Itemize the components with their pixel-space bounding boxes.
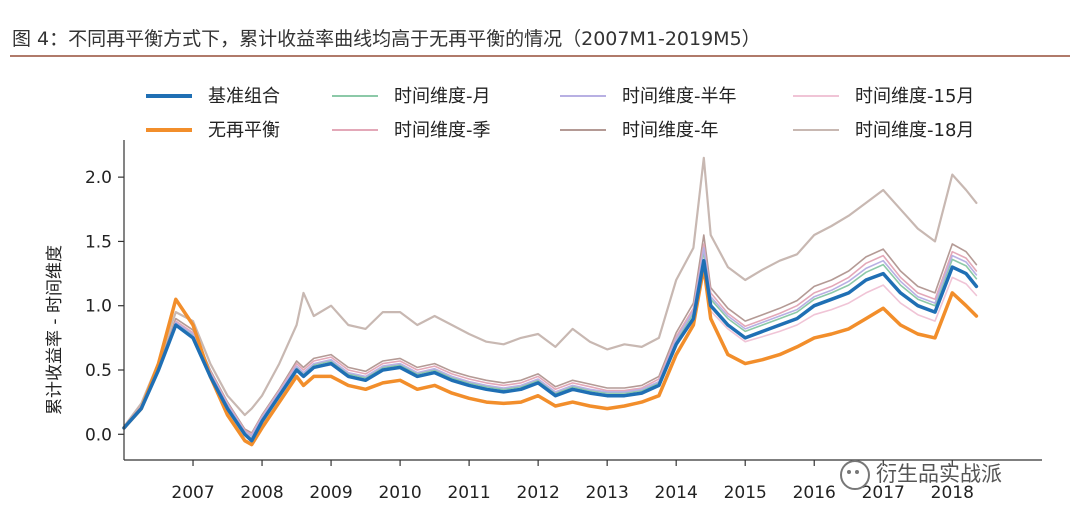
x-tick-label: 2016 [793, 483, 836, 503]
x-tick-label: 2012 [517, 483, 560, 503]
series-line-1 [122, 265, 979, 447]
x-tick-label: 2008 [240, 483, 283, 503]
series-line-0 [122, 258, 979, 443]
x-tick-label: 2011 [447, 483, 490, 503]
series-line-7 [122, 156, 978, 428]
x-tick-label: 2014 [655, 483, 698, 503]
legend-label: 时间维度-季 [394, 120, 491, 141]
y-tick-label: 0.0 [85, 425, 112, 445]
page-title: 图 4：不同再平衡方式下，累计收益率曲线均高于无再平衡的情况（2007M1-20… [12, 28, 761, 50]
legend-label: 时间维度-18月 [855, 120, 974, 141]
x-tick-label: 2013 [586, 483, 629, 503]
legend-label: 基准组合 [208, 86, 280, 107]
x-tick-label: 2009 [309, 483, 352, 503]
title-divider [10, 55, 1070, 57]
legend-label: 时间维度-半年 [622, 86, 737, 107]
legend-label: 时间维度-月 [394, 86, 491, 107]
legend-label: 时间维度-15月 [855, 86, 974, 107]
y-axis-label: 累计收益率 - 时间维度 [45, 245, 65, 415]
legend-label: 时间维度-年 [622, 120, 719, 141]
wechat-icon [840, 460, 870, 490]
y-tick-label: 1.5 [85, 232, 112, 252]
x-tick-label: 2015 [724, 483, 767, 503]
watermark: 衍生品实战派 [840, 458, 1002, 490]
axes: 0.0 0.5 1.0 1.5 2.0 2007 2008 2009 2010 2011 2012 2… [85, 140, 1042, 503]
y-tick-label: 2.0 [85, 168, 112, 188]
series-line-4 [123, 247, 978, 437]
x-tick-label: 2018 [931, 483, 974, 503]
legend-label: 无再平衡 [208, 120, 280, 141]
series-line-3 [123, 243, 978, 436]
plot-area [122, 156, 979, 447]
x-tick-label: 2010 [378, 483, 421, 503]
y-tick-label: 1.0 [85, 297, 112, 317]
x-tick-label: 2017 [862, 483, 905, 503]
x-tick-label: 2007 [171, 483, 214, 503]
watermark-text: 衍生品实战派 [876, 462, 1002, 486]
y-tick-label: 0.5 [85, 361, 112, 381]
